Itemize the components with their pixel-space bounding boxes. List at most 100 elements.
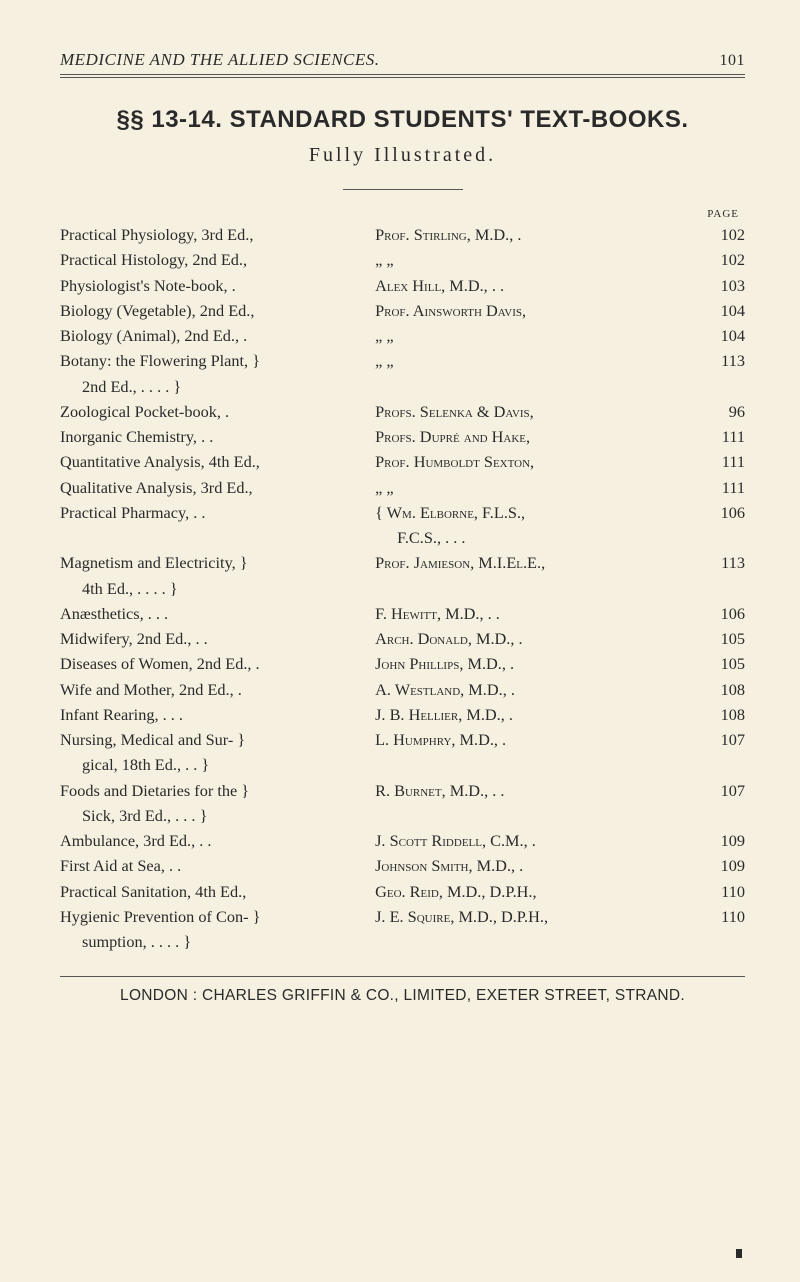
toc-page-cell: 108 — [690, 702, 745, 727]
toc-row: Inorganic Chemistry, . .Profs. Dupré and… — [60, 424, 745, 449]
toc-row: Practical Sanitation, 4th Ed.,Geo. Reid,… — [60, 879, 745, 904]
toc-page-cell: 102 — [690, 247, 745, 272]
toc-row: Biology (Animal), 2nd Ed., .„ „104 — [60, 323, 745, 348]
toc-row: Physiologist's Note-book, .Alex Hill, M.… — [60, 273, 745, 298]
toc-title-cell: Foods and Dietaries for the }Sick, 3rd E… — [60, 778, 375, 829]
printer-mark — [736, 1249, 742, 1258]
toc-author-cell: Prof. Humboldt Sexton, — [375, 449, 690, 474]
toc-author-cell: Prof. Stirling, M.D., . — [375, 222, 690, 247]
separator-rule — [343, 189, 463, 190]
toc-row: Infant Rearing, . . .J. B. Hellier, M.D.… — [60, 702, 745, 727]
toc-page-cell: 110 — [690, 879, 745, 904]
toc-page-cell: 113 — [690, 348, 745, 399]
toc-page-cell: 104 — [690, 323, 745, 348]
toc-page-cell: 105 — [690, 626, 745, 651]
toc-title-cell: Practical Physiology, 3rd Ed., — [60, 222, 375, 247]
toc-row: Anæsthetics, . . .F. Hewitt, M.D., . .10… — [60, 601, 745, 626]
page-number: 101 — [720, 52, 746, 70]
toc-page-cell: 111 — [690, 449, 745, 474]
toc-author-cell: { Wm. Elborne, F.L.S.,F.C.S., . . . — [375, 500, 690, 551]
toc-row: Nursing, Medical and Sur- }gical, 18th E… — [60, 727, 745, 778]
toc-author-cell: Geo. Reid, M.D., D.P.H., — [375, 879, 690, 904]
section-heading: §§ 13-14. STANDARD STUDENTS' TEXT-BOOKS. — [60, 106, 745, 134]
toc-row: Hygienic Prevention of Con- }sumption, .… — [60, 904, 745, 955]
toc-table: Practical Physiology, 3rd Ed.,Prof. Stir… — [60, 222, 745, 954]
toc-page-cell: 110 — [690, 904, 745, 955]
toc-row: First Aid at Sea, . .Johnson Smith, M.D.… — [60, 853, 745, 878]
toc-page-cell: 102 — [690, 222, 745, 247]
toc-row: Practical Histology, 2nd Ed.,„ „102 — [60, 247, 745, 272]
section-subtitle: Fully Illustrated. — [60, 144, 745, 167]
toc-author-cell: „ „ — [375, 247, 690, 272]
toc-page-cell: 106 — [690, 601, 745, 626]
toc-title-cell: First Aid at Sea, . . — [60, 853, 375, 878]
toc-author-cell: Prof. Jamieson, M.I.El.E., — [375, 550, 690, 601]
toc-row: Biology (Vegetable), 2nd Ed.,Prof. Ainsw… — [60, 298, 745, 323]
toc-page-cell: 113 — [690, 550, 745, 601]
toc-author-cell: Arch. Donald, M.D., . — [375, 626, 690, 651]
toc-page-cell: 109 — [690, 853, 745, 878]
toc-page-cell: 104 — [690, 298, 745, 323]
toc-author-cell: J. B. Hellier, M.D., . — [375, 702, 690, 727]
toc-author-cell: L. Humphry, M.D., . — [375, 727, 690, 778]
toc-title-cell: Wife and Mother, 2nd Ed., . — [60, 677, 375, 702]
toc-page-cell: 111 — [690, 475, 745, 500]
toc-row: Wife and Mother, 2nd Ed., .A. Westland, … — [60, 677, 745, 702]
toc-author-cell: Profs. Selenka & Davis, — [375, 399, 690, 424]
toc-author-cell: A. Westland, M.D., . — [375, 677, 690, 702]
toc-title-cell: Practical Pharmacy, . . — [60, 500, 375, 551]
toc-title-cell: Inorganic Chemistry, . . — [60, 424, 375, 449]
toc-row: Ambulance, 3rd Ed., . .J. Scott Riddell,… — [60, 828, 745, 853]
toc-page-cell: 103 — [690, 273, 745, 298]
toc-page-cell: 107 — [690, 778, 745, 829]
toc-title-cell: Hygienic Prevention of Con- }sumption, .… — [60, 904, 375, 955]
toc-title-cell: Biology (Vegetable), 2nd Ed., — [60, 298, 375, 323]
imprint-line: LONDON : CHARLES GRIFFIN & CO., LIMITED,… — [60, 987, 745, 1005]
toc-row: Practical Physiology, 3rd Ed.,Prof. Stir… — [60, 222, 745, 247]
toc-title-cell: Infant Rearing, . . . — [60, 702, 375, 727]
toc-page-cell: 108 — [690, 677, 745, 702]
toc-title-cell: Magnetism and Electricity, }4th Ed., . .… — [60, 550, 375, 601]
footer-rule — [60, 976, 745, 977]
running-head: MEDICINE AND THE ALLIED SCIENCES. 101 — [60, 50, 745, 75]
toc-row: Qualitative Analysis, 3rd Ed.,„ „111 — [60, 475, 745, 500]
toc-author-cell: Alex Hill, M.D., . . — [375, 273, 690, 298]
toc-page-cell: 105 — [690, 651, 745, 676]
toc-author-cell: Johnson Smith, M.D., . — [375, 853, 690, 878]
toc-page-cell: 96 — [690, 399, 745, 424]
toc-row: Quantitative Analysis, 4th Ed.,Prof. Hum… — [60, 449, 745, 474]
toc-author-cell: R. Burnet, M.D., . . — [375, 778, 690, 829]
toc-author-cell: „ „ — [375, 323, 690, 348]
toc-title-cell: Qualitative Analysis, 3rd Ed., — [60, 475, 375, 500]
toc-author-cell: „ „ — [375, 348, 690, 399]
running-title: MEDICINE AND THE ALLIED SCIENCES. — [60, 50, 380, 70]
toc-title-cell: Ambulance, 3rd Ed., . . — [60, 828, 375, 853]
toc-row: Botany: the Flowering Plant, }2nd Ed., .… — [60, 348, 745, 399]
toc-title-cell: Practical Histology, 2nd Ed., — [60, 247, 375, 272]
toc-title-cell: Midwifery, 2nd Ed., . . — [60, 626, 375, 651]
toc-title-cell: Practical Sanitation, 4th Ed., — [60, 879, 375, 904]
toc-author-cell: J. E. Squire, M.D., D.P.H., — [375, 904, 690, 955]
toc-author-cell: John Phillips, M.D., . — [375, 651, 690, 676]
book-page: MEDICINE AND THE ALLIED SCIENCES. 101 §§… — [0, 0, 800, 1282]
toc-row: Diseases of Women, 2nd Ed., .John Philli… — [60, 651, 745, 676]
toc-row: Zoological Pocket-book, .Profs. Selenka … — [60, 399, 745, 424]
toc-body: Practical Physiology, 3rd Ed.,Prof. Stir… — [60, 222, 745, 954]
toc-page-cell: 109 — [690, 828, 745, 853]
toc-author-cell: J. Scott Riddell, C.M., . — [375, 828, 690, 853]
toc-title-cell: Botany: the Flowering Plant, }2nd Ed., .… — [60, 348, 375, 399]
toc-row: Practical Pharmacy, . .{ Wm. Elborne, F.… — [60, 500, 745, 551]
toc-title-cell: Anæsthetics, . . . — [60, 601, 375, 626]
header-rule — [60, 77, 745, 78]
toc-row: Foods and Dietaries for the }Sick, 3rd E… — [60, 778, 745, 829]
toc-author-cell: „ „ — [375, 475, 690, 500]
toc-title-cell: Biology (Animal), 2nd Ed., . — [60, 323, 375, 348]
toc-author-cell: Profs. Dupré and Hake, — [375, 424, 690, 449]
toc-page-cell: 107 — [690, 727, 745, 778]
toc-author-cell: Prof. Ainsworth Davis, — [375, 298, 690, 323]
toc-row: Magnetism and Electricity, }4th Ed., . .… — [60, 550, 745, 601]
page-column-label: PAGE — [60, 208, 745, 220]
toc-title-cell: Zoological Pocket-book, . — [60, 399, 375, 424]
toc-title-cell: Nursing, Medical and Sur- }gical, 18th E… — [60, 727, 375, 778]
toc-page-cell: 111 — [690, 424, 745, 449]
